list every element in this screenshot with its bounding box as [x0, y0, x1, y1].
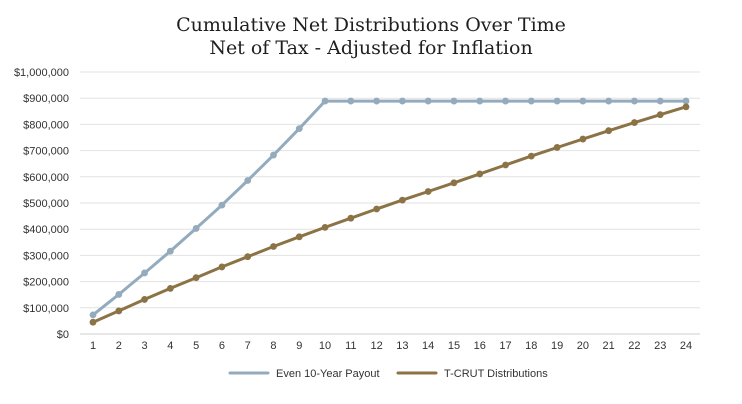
- y-tick-label: $0: [57, 329, 69, 341]
- series-lines: [89, 97, 690, 326]
- x-tick-label: 9: [296, 340, 302, 352]
- data-point: [502, 161, 509, 169]
- data-point: [373, 97, 381, 105]
- data-point: [682, 97, 690, 105]
- data-point: [373, 205, 381, 213]
- x-tick-label: 6: [219, 340, 225, 352]
- y-tick-label: $800,000: [23, 119, 69, 131]
- data-point: [656, 111, 664, 119]
- chart-title: Cumulative Net Distributions Over Time: [176, 14, 566, 36]
- data-point: [502, 97, 509, 105]
- series-line-1: [91, 99, 688, 317]
- data-point: [631, 97, 638, 105]
- data-point: [424, 97, 432, 105]
- y-tick-label: $100,000: [23, 303, 69, 315]
- data-point: [166, 247, 174, 255]
- x-tick-label: 18: [525, 340, 537, 352]
- x-tick-label: 22: [628, 340, 640, 352]
- legend-label: T-CRUT Distributions: [444, 368, 548, 380]
- data-point: [192, 225, 200, 232]
- y-tick-label: $300,000: [23, 250, 69, 262]
- data-point: [476, 97, 484, 105]
- x-tick-label: 20: [577, 340, 589, 352]
- x-tick-label: 1: [90, 340, 96, 352]
- data-point: [398, 97, 406, 105]
- data-point: [553, 144, 561, 151]
- data-point: [295, 233, 303, 241]
- x-tick-label: 14: [422, 340, 434, 352]
- data-point: [115, 307, 123, 315]
- data-point: [321, 97, 329, 105]
- y-tick-label: $200,000: [23, 277, 69, 289]
- x-tick-label: 21: [603, 340, 615, 352]
- x-tick-label: 2: [116, 340, 122, 352]
- data-point: [218, 201, 226, 209]
- data-point: [398, 196, 406, 204]
- y-tick-label: $1,000,000: [14, 67, 69, 79]
- x-tick-label: 10: [319, 340, 331, 352]
- data-point: [89, 318, 97, 326]
- x-tick-label: 13: [396, 340, 408, 352]
- x-tick-label: 7: [245, 340, 251, 352]
- data-point: [450, 179, 458, 187]
- data-point: [347, 97, 355, 105]
- x-tick-label: 16: [474, 340, 486, 352]
- data-point: [579, 135, 587, 143]
- data-point: [527, 97, 535, 105]
- data-point: [527, 152, 535, 160]
- x-axis-tick-labels: 1 2 3 4 5 6 7 8 9 10 11 12 13 14 15 16 17 18 19 20 21 22 23 24: [90, 340, 692, 352]
- data-point: [631, 119, 638, 126]
- x-tick-label: 4: [167, 340, 173, 352]
- data-point: [656, 97, 664, 105]
- data-point: [476, 170, 484, 178]
- data-point: [295, 125, 303, 132]
- data-point: [244, 177, 252, 184]
- legend: Even 10-Year Payout T-CRUT Distributions: [228, 368, 548, 380]
- x-tick-label: 5: [193, 340, 199, 352]
- data-point: [244, 253, 252, 261]
- x-tick-label: 24: [680, 340, 692, 352]
- x-tick-label: 11: [345, 340, 356, 352]
- data-point: [89, 311, 97, 319]
- data-point: [682, 103, 690, 111]
- data-point: [321, 223, 329, 231]
- x-tick-label: 19: [551, 340, 563, 352]
- x-tick-label: 3: [142, 340, 148, 352]
- y-axis-tick-labels: $0 $100,000 $200,000 $300,000 $400,000 $500,0…: [14, 67, 69, 341]
- data-point: [553, 97, 561, 105]
- legend-label: Even 10-Year Payout: [276, 368, 380, 380]
- y-tick-label: $900,000: [23, 93, 69, 105]
- data-point: [218, 263, 226, 271]
- data-point: [579, 97, 587, 105]
- data-point: [450, 97, 458, 105]
- data-point: [347, 214, 355, 222]
- data-point: [141, 296, 148, 303]
- y-tick-label: $500,000: [23, 198, 69, 210]
- data-point: [166, 285, 174, 292]
- data-point: [141, 269, 148, 277]
- chart-subtitle: Net of Tax - Adjusted for Inflation: [209, 37, 533, 59]
- data-point: [424, 188, 432, 195]
- x-tick-label: 8: [270, 340, 276, 352]
- data-point: [605, 97, 613, 105]
- x-tick-label: 15: [448, 340, 460, 352]
- series-line-2: [91, 105, 688, 324]
- data-point: [115, 291, 123, 298]
- data-point: [605, 127, 613, 135]
- x-tick-label: 12: [370, 340, 382, 352]
- data-point: [192, 274, 200, 282]
- data-point: [270, 151, 277, 159]
- x-tick-label: 23: [654, 340, 666, 352]
- y-tick-label: $400,000: [23, 224, 69, 236]
- y-tick-label: $600,000: [23, 172, 69, 184]
- x-tick-label: 17: [499, 340, 511, 352]
- data-point: [270, 243, 277, 250]
- y-tick-label: $700,000: [23, 146, 69, 158]
